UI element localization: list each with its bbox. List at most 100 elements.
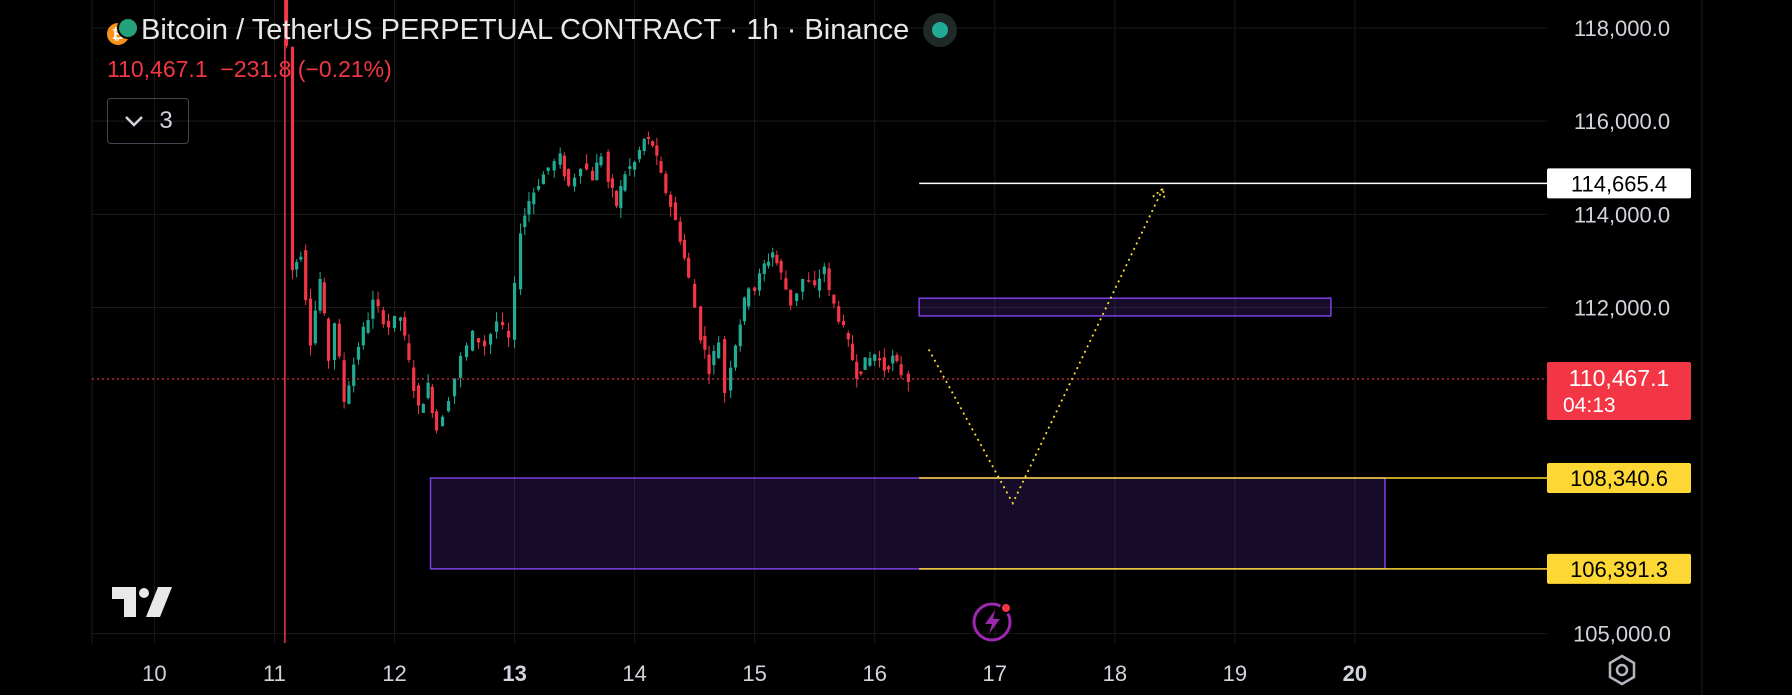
y-tick-label: 112,000.0 — [1574, 296, 1670, 321]
candle-body — [494, 321, 499, 332]
price-level-label: 114,665.4 — [1571, 171, 1667, 196]
candle-body — [868, 357, 872, 366]
candle-body — [642, 138, 646, 151]
market-status-icon[interactable] — [923, 13, 958, 47]
candle-body — [742, 297, 747, 322]
candle-body — [807, 280, 811, 282]
candle-body — [841, 321, 846, 326]
candle-body — [295, 262, 299, 270]
candle-body — [546, 167, 550, 171]
candle-body — [527, 201, 531, 215]
candle-body — [426, 382, 430, 399]
chart-header: ₿ Bitcoin / TetherUS PERPETUAL CONTRACT … — [107, 10, 958, 50]
candle-body — [440, 416, 445, 427]
candle-body — [895, 354, 899, 361]
candle-body — [506, 330, 511, 338]
candle-body — [795, 293, 799, 301]
axes: 10 11 12 13 14 15 16 17 18 19 20 118,000.0 116,000.0… — [142, 16, 1691, 686]
candle-body — [646, 137, 651, 140]
gear-icon[interactable] — [1606, 654, 1638, 686]
candle-body — [342, 360, 346, 402]
candle-body — [347, 385, 351, 404]
drawing-zones[interactable] — [429, 297, 1386, 570]
last-price: 110,467.1 — [107, 56, 208, 82]
candle-body — [488, 334, 493, 345]
candle-body — [430, 386, 434, 414]
candle-body — [873, 354, 877, 361]
tradingview-logo[interactable] — [112, 585, 174, 619]
price-level-label-bg — [1547, 553, 1691, 584]
candle-body — [318, 278, 322, 311]
candle-body — [687, 257, 691, 278]
candle-body — [801, 278, 805, 292]
candle-body — [290, 47, 295, 271]
candle-body — [707, 354, 711, 375]
candle-body — [859, 371, 863, 375]
current-price-label: 110,467.1 — [1569, 365, 1670, 391]
candle-body — [882, 357, 886, 371]
candle-body — [757, 273, 762, 291]
candle-body — [762, 263, 766, 274]
projection-path[interactable] — [927, 187, 1166, 506]
candle-body — [523, 215, 527, 228]
candle-body — [846, 332, 850, 340]
candle-body — [659, 161, 663, 173]
candle-body — [717, 342, 721, 359]
candle-body — [784, 278, 788, 290]
candle-body — [407, 343, 411, 360]
candle-body — [566, 169, 571, 186]
y-tick-label: 118,000.0 — [1574, 16, 1670, 41]
candle-body — [352, 364, 356, 386]
supply-demand-zone — [918, 297, 1332, 317]
candle-body — [558, 153, 562, 165]
candle-body — [356, 346, 361, 360]
candle-body — [877, 358, 882, 361]
x-tick-label: 10 — [142, 661, 166, 686]
candle-body — [837, 306, 841, 322]
price-level-label-bg — [1547, 463, 1691, 494]
candle-body — [386, 320, 391, 328]
candle-body — [464, 345, 469, 357]
x-tick-label: 11 — [263, 661, 286, 686]
candle-body — [532, 192, 536, 205]
candle-body — [416, 385, 421, 406]
x-tick-label: 17 — [983, 661, 1007, 686]
candle-body — [562, 155, 566, 177]
candle-body — [381, 310, 385, 325]
projection-arrowhead — [1152, 187, 1166, 201]
candle-body — [669, 194, 673, 207]
price-level-label: 106,391.3 — [1570, 557, 1668, 582]
candle-body — [753, 287, 757, 291]
price-level-label-bg — [1547, 168, 1691, 199]
candle-body — [747, 288, 751, 307]
candle-body — [595, 162, 599, 181]
x-tick-label: 19 — [1223, 661, 1247, 686]
candle-body — [326, 318, 331, 361]
candle-body — [855, 361, 859, 379]
price-change-pct: (−0.21%) — [297, 56, 392, 82]
candle-body — [376, 299, 380, 307]
grid-lines — [91, 0, 1703, 695]
candle-body — [733, 345, 738, 368]
price-level-lines[interactable] — [92, 182, 1547, 570]
candle-body — [452, 378, 457, 397]
indicators-collapse-button[interactable]: 3 — [107, 98, 189, 144]
candle-body — [682, 239, 687, 259]
lightning-icon[interactable] — [969, 598, 1015, 644]
symbol-title[interactable]: Bitcoin / TetherUS PERPETUAL CONTRACT · … — [141, 13, 910, 46]
candle-body — [655, 145, 659, 156]
candle-body — [541, 174, 545, 185]
candle-body — [458, 355, 463, 378]
x-tick-label: 12 — [382, 661, 406, 686]
candle-body — [729, 367, 733, 391]
candle-body — [606, 151, 610, 182]
tether-icon — [117, 17, 139, 39]
candle-body — [623, 174, 627, 191]
candle-body — [518, 233, 523, 290]
candle-body — [703, 336, 707, 350]
candle-body — [470, 330, 475, 351]
candle-body — [398, 317, 403, 321]
candle-body — [304, 250, 308, 301]
candle-body — [899, 364, 903, 376]
